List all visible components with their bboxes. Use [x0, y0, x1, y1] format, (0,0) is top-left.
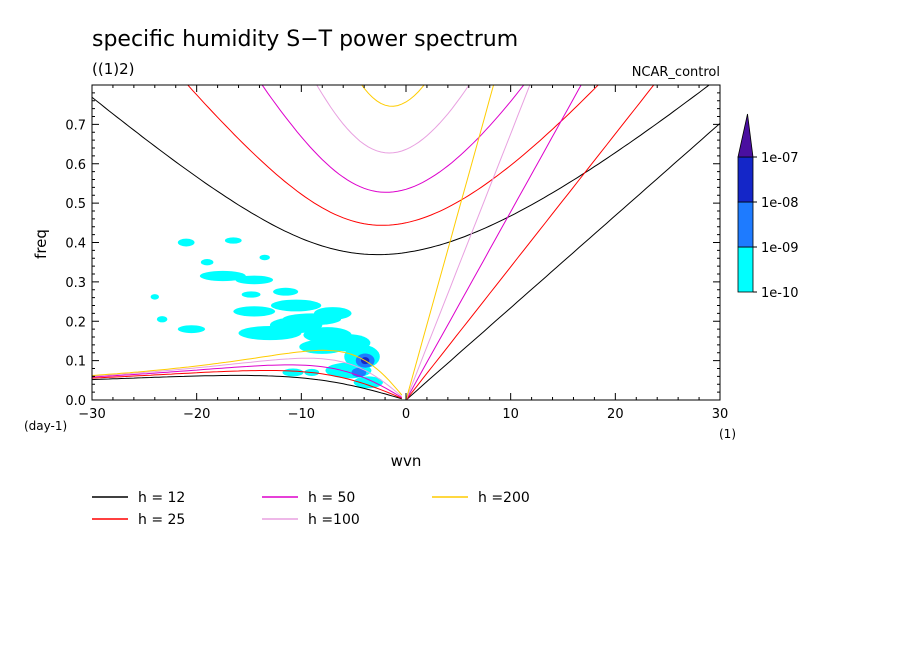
colorbar-box — [737, 201, 754, 248]
dispersion-line-er — [92, 364, 403, 398]
legend-label: h = 50 — [308, 490, 355, 506]
colorbar-label: 1e-07 — [761, 151, 799, 166]
dispersion-line-er — [92, 370, 402, 399]
dispersion-line-kelvin — [405, 85, 655, 400]
contour-region — [233, 306, 276, 317]
contour-region — [235, 275, 274, 285]
colorbar: 1e-10 1e-09 1e-08 1e-07 — [737, 113, 799, 301]
dispersion-line-kelvin — [405, 85, 495, 400]
y-tick-label: 0.7 — [65, 118, 86, 133]
x-unit-label: (1) — [719, 427, 736, 441]
dispersion-line-er — [92, 357, 403, 397]
legend-label: h =200 — [478, 490, 530, 506]
y-tick-label: 0.0 — [65, 394, 86, 409]
y-tick-label: 0.5 — [65, 197, 86, 212]
y-axis-label: freq — [32, 229, 50, 259]
chart-title: specific humidity S−T power spectrum — [92, 27, 518, 52]
contour-region — [269, 317, 323, 334]
dispersion-line-er — [92, 374, 402, 400]
dispersion-line-ig — [316, 85, 470, 154]
y-tick-label: 0.6 — [65, 158, 86, 173]
dispersion-line-ig — [187, 85, 599, 226]
x-tick-label: −20 — [183, 407, 210, 422]
x-tick-label: 10 — [502, 407, 519, 422]
colorbar-label: 1e-08 — [761, 196, 799, 211]
dispersion-line-ig — [92, 85, 710, 256]
colorbar-box — [737, 246, 754, 293]
colorbar-label: 1e-10 — [761, 286, 799, 301]
dispersion-line-ig — [361, 85, 425, 107]
axes: −30 −20 −10 0 10 20 30 0.0 0.1 0.2 0.3 0.4 0.5 0.6 0.7 — [65, 85, 728, 422]
contour-region — [177, 325, 206, 334]
x-axis-label: wvn — [391, 452, 422, 470]
y-tick-label: 0.1 — [65, 355, 86, 370]
contour-region — [282, 368, 304, 377]
contour-region — [259, 254, 270, 261]
contour-region — [270, 299, 322, 312]
dispersion-line-ig — [261, 85, 525, 193]
dispersion-line-kelvin — [405, 85, 582, 400]
y-tick-label: 0.2 — [65, 315, 86, 330]
contour-region — [150, 294, 159, 300]
dispersion-curves — [92, 85, 720, 400]
contour-region — [200, 259, 214, 266]
contour-region — [156, 316, 168, 323]
legend-label: h = 12 — [138, 490, 185, 506]
colorbar-box — [737, 156, 754, 203]
chart-subtitle: ((1)2) — [92, 60, 135, 78]
contour-region — [199, 270, 246, 282]
y-tick-label: 0.4 — [65, 237, 86, 252]
y-tick-label: 0.3 — [65, 276, 86, 291]
contour-region — [241, 291, 261, 298]
legend-label: h =100 — [308, 512, 360, 528]
x-tick-label: 20 — [607, 407, 624, 422]
legend-label: h = 25 — [138, 512, 185, 528]
contour-region — [224, 237, 242, 244]
y-unit-label: (day-1) — [24, 419, 67, 433]
contour-region — [353, 376, 383, 389]
dispersion-line-kelvin — [405, 122, 720, 400]
dispersion-line-kelvin — [405, 85, 531, 400]
x-tick-label: −30 — [78, 407, 105, 422]
contour-region — [177, 238, 195, 247]
x-tick-label: −10 — [288, 407, 315, 422]
contour-region — [273, 287, 299, 296]
x-tick-label: 0 — [402, 407, 410, 422]
colorbar-label: 1e-09 — [761, 241, 799, 256]
colorbar-arrow — [737, 113, 754, 158]
legend: h = 12 h = 25 h = 50 h =100 h =200 — [92, 490, 530, 528]
dispersion-line-er — [92, 349, 403, 396]
run-label: NCAR_control — [632, 65, 720, 80]
x-tick-label: 30 — [712, 407, 729, 422]
